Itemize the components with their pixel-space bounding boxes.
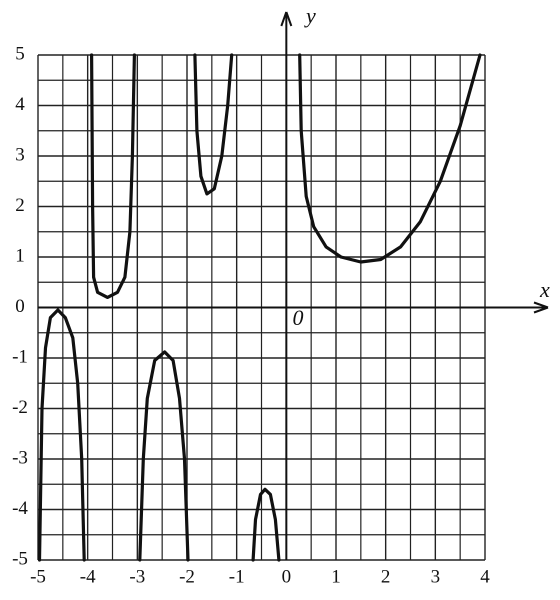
y-tick-label: -3 (12, 447, 28, 468)
x-tick-label: -5 (30, 566, 46, 587)
curve (138, 350, 190, 562)
x-axis-arrow (533, 301, 549, 314)
curve (298, 53, 482, 264)
curve (37, 308, 86, 562)
y-tick-label: 0 (15, 296, 25, 317)
y-axis-label: y (304, 3, 316, 28)
x-tick-label: -4 (80, 566, 96, 587)
curve (251, 487, 281, 562)
x-axis-label: x (539, 277, 550, 302)
y-tick-label: 2 (15, 195, 25, 216)
x-tick-label: 1 (331, 566, 341, 587)
y-tick-label: 4 (15, 94, 25, 115)
y-tick-label: 1 (15, 245, 25, 266)
y-tick-label: 5 (15, 43, 25, 64)
y-axis-arrow (280, 11, 293, 27)
x-tick-label: 3 (431, 566, 441, 587)
y-tick-label: 3 (15, 144, 25, 165)
y-tick-label: -1 (12, 346, 28, 367)
x-tick-label: -3 (129, 566, 145, 587)
y-tick-label: -5 (12, 548, 28, 569)
x-tick-label: -1 (229, 566, 245, 587)
x-tick-label: 2 (381, 566, 391, 587)
curve (90, 53, 136, 299)
x-tick-label: -2 (179, 566, 195, 587)
y-tick-label: -2 (12, 397, 28, 418)
x-tick-label: 0 (282, 566, 292, 587)
origin-label: 0 (293, 305, 304, 330)
x-tick-label: 4 (480, 566, 490, 587)
curve (193, 53, 234, 196)
y-tick-label: -4 (12, 498, 28, 519)
